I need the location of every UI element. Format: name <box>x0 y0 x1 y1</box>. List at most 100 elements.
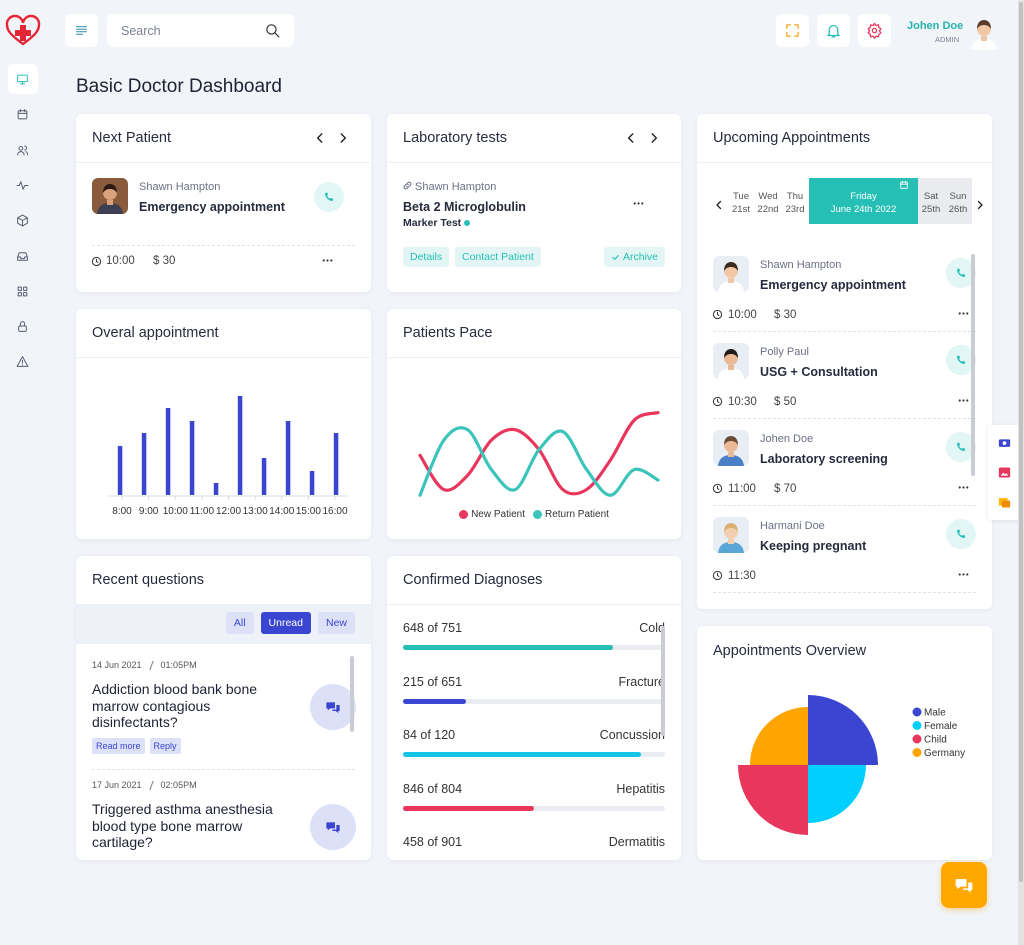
question-action[interactable]: Reply <box>149 738 181 754</box>
note[interactable] <box>997 495 1012 510</box>
question-action[interactable]: Read more <box>92 738 145 754</box>
menu-button[interactable] <box>65 14 98 47</box>
day[interactable]: Wed 22nd <box>755 178 781 224</box>
dots[interactable] <box>632 197 645 210</box>
card-header <box>387 309 681 358</box>
card-title: Upcoming Appointments <box>713 130 871 146</box>
chat <box>955 879 973 893</box>
icon-shape <box>957 355 966 364</box>
icon-shape <box>17 74 28 83</box>
search-box[interactable]: Search <box>107 14 294 47</box>
icon-shape <box>403 181 412 190</box>
icon-shape <box>17 109 28 115</box>
action-button[interactable]: Details <box>403 247 450 267</box>
progress-bar <box>403 805 534 811</box>
monitor[interactable] <box>16 73 29 86</box>
phone <box>957 529 966 538</box>
diagnosis-name: Concussion <box>599 728 665 743</box>
bar <box>309 471 315 495</box>
filter-button[interactable]: Unread <box>260 612 311 634</box>
day-date: 21st <box>732 204 750 215</box>
card-title: Confirmed Diagnoses <box>403 572 543 588</box>
icon-shape <box>19 81 26 85</box>
appointment-reason: USG + Consultation <box>760 365 878 379</box>
pulse[interactable] <box>16 179 29 192</box>
icon-shape <box>786 24 799 37</box>
question-date: 17 Jun 2021 <box>92 780 142 790</box>
day[interactable]: Sun 26th <box>945 178 971 224</box>
chat-button[interactable] <box>310 804 356 850</box>
dots[interactable] <box>957 568 970 581</box>
image[interactable] <box>997 465 1012 480</box>
bar <box>261 458 267 495</box>
lock[interactable] <box>16 320 29 333</box>
diagnosis-count: 648 of 751 <box>403 621 463 635</box>
filter-button[interactable]: All <box>225 612 254 634</box>
left[interactable] <box>624 131 638 145</box>
x-tick-label: 13:00 <box>243 506 268 517</box>
day[interactable]: Thu 23rd <box>782 178 808 224</box>
warn[interactable] <box>16 355 29 368</box>
legend-label: Child <box>924 735 947 746</box>
full <box>786 24 799 37</box>
header-button[interactable] <box>858 14 891 47</box>
legend: New Patient Return Patient <box>387 509 681 520</box>
chat <box>326 822 340 833</box>
call-button[interactable] <box>946 519 976 549</box>
icon-shape <box>958 486 961 489</box>
chat-button[interactable] <box>310 684 356 730</box>
right[interactable] <box>974 199 986 211</box>
chat-fab[interactable] <box>941 862 987 908</box>
icon-shape <box>18 325 27 332</box>
icon-shape <box>958 312 961 315</box>
action-button[interactable]: Contact Patient <box>455 247 541 267</box>
icon-shape <box>17 251 28 261</box>
call-button[interactable] <box>314 182 344 212</box>
grid[interactable] <box>16 285 29 298</box>
icon-shape <box>958 573 961 576</box>
right[interactable] <box>336 131 350 145</box>
questions-card: Recent questions All Unread New 14 Jun 2021 0… <box>76 556 371 860</box>
left[interactable] <box>313 131 327 145</box>
legend-label: New Patient <box>471 509 525 520</box>
avatar <box>92 178 128 214</box>
users[interactable] <box>16 144 29 157</box>
user-role: ADMIN <box>935 35 960 44</box>
icon-shape <box>900 180 908 185</box>
icon-shape <box>5 14 41 46</box>
icon-shape <box>325 192 334 201</box>
scrollbar <box>971 254 975 476</box>
dots[interactable] <box>957 307 970 320</box>
archive-label: Archive <box>622 251 658 263</box>
dots[interactable] <box>957 394 970 407</box>
cal[interactable] <box>16 108 29 121</box>
question-text: Triggered asthma anesthesia blood type b… <box>92 801 273 850</box>
diagnosis-name: Cold <box>639 621 665 635</box>
dots[interactable] <box>957 481 970 494</box>
day[interactable]: Tue 21st <box>728 178 754 224</box>
appointment-name: Polly Paul <box>760 346 809 358</box>
appointment-time: 11:00 <box>728 483 756 495</box>
icon-shape <box>23 291 28 297</box>
icon-shape <box>977 200 983 210</box>
icon-shape <box>957 529 966 538</box>
filter-button[interactable]: New <box>317 612 355 634</box>
inbox[interactable] <box>16 250 29 263</box>
icon-shape <box>326 259 329 262</box>
icon-shape <box>91 256 102 267</box>
icon-shape <box>712 309 723 320</box>
selected-day[interactable]: Friday June 24th 2022 <box>809 178 918 224</box>
header-button[interactable] <box>776 14 809 47</box>
pace-card: Patients Pace New Patient Return Patient <box>387 309 681 539</box>
bar <box>189 421 195 495</box>
archive-button[interactable]: Archive <box>603 247 665 267</box>
day[interactable]: Sat 25th <box>918 178 944 224</box>
right[interactable] <box>647 131 661 145</box>
cube[interactable] <box>16 214 29 227</box>
camera[interactable] <box>997 435 1012 450</box>
icon-shape <box>957 268 966 277</box>
header-button[interactable] <box>817 14 850 47</box>
left[interactable] <box>713 199 725 211</box>
card-title: Overal appointment <box>92 325 219 341</box>
dots[interactable] <box>321 254 334 267</box>
